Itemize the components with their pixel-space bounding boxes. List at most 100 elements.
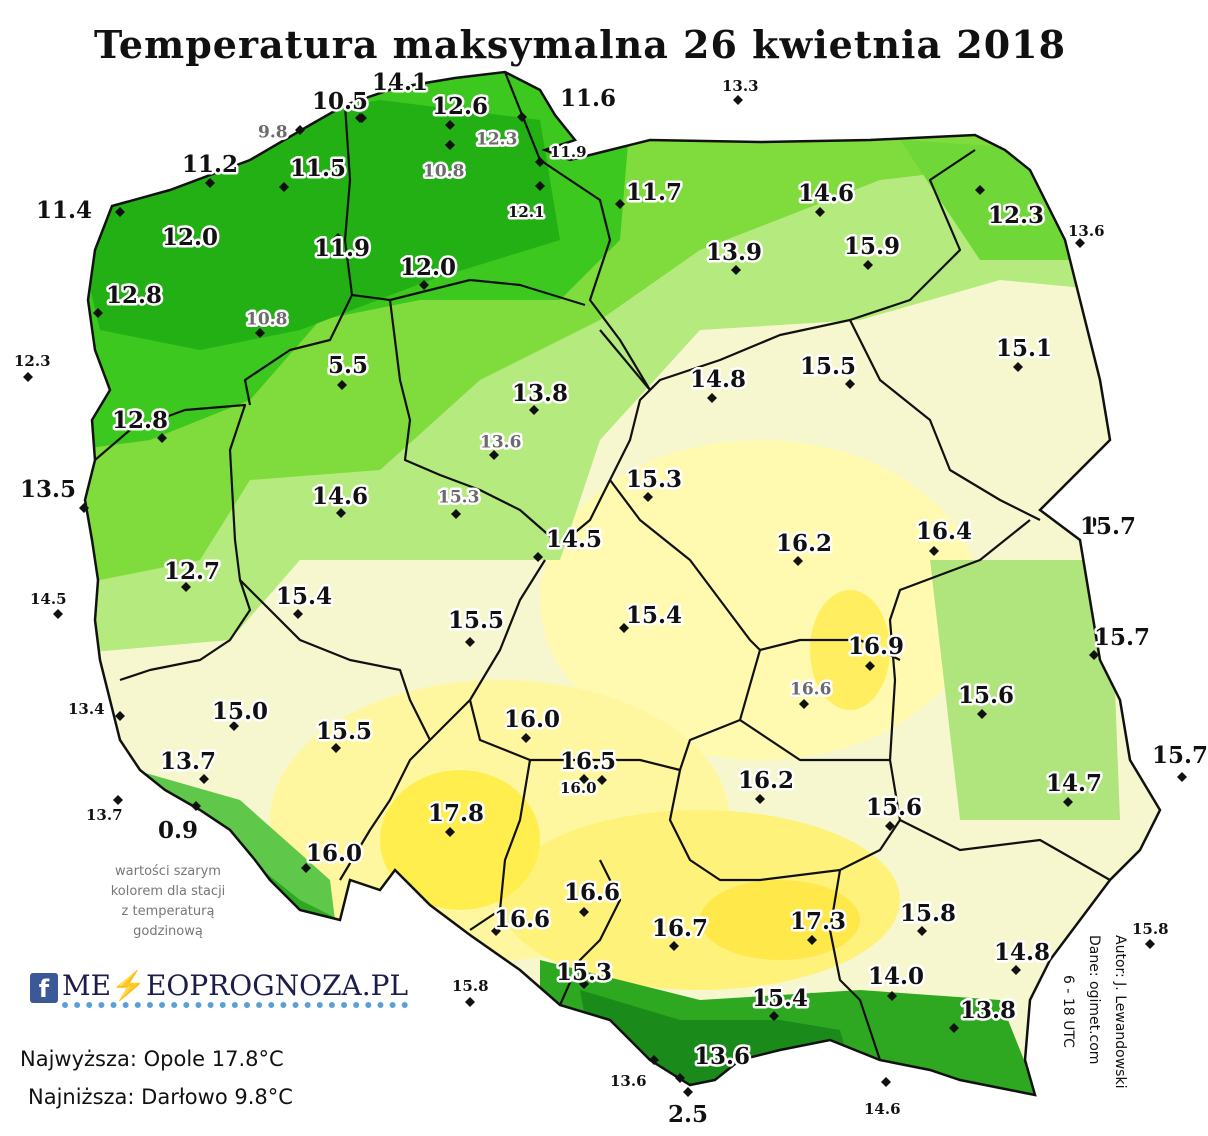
station-marker <box>755 794 765 804</box>
station: 12.3 <box>975 185 1047 232</box>
station-marker <box>331 743 341 753</box>
station-temperature-label: 16.0 <box>306 840 362 867</box>
station: 14.6 <box>862 1077 903 1121</box>
station-marker <box>93 308 103 318</box>
station: 15.0 <box>210 696 271 731</box>
station-marker <box>917 926 927 936</box>
station: 14.7 <box>1044 768 1105 807</box>
credit-time-range: 6 - 18 UTC <box>1060 975 1076 1048</box>
station-marker <box>619 623 629 633</box>
station: 16.7 <box>650 913 711 951</box>
station: 10.8 <box>421 140 467 184</box>
station-marker <box>23 372 33 382</box>
station-temperature-label: 13.6 <box>694 1043 750 1070</box>
station-marker <box>191 801 201 811</box>
station: 15.6 <box>864 792 925 831</box>
station-temperature-label: 12.0 <box>162 224 218 251</box>
station-layer: 14.110.5 12.6 11.6 13.3 9.8 12.3 11.9 11.2 11.5 1… <box>12 67 1208 1131</box>
station: 16.5 <box>558 746 619 784</box>
station-temperature-label: 15.8 <box>1132 920 1169 938</box>
station: 15.7 <box>1078 511 1139 543</box>
station-temperature-label: 15.5 <box>316 718 372 745</box>
station-temperature-label: 15.3 <box>626 466 682 493</box>
station-marker <box>1063 797 1073 807</box>
station-marker <box>419 280 429 290</box>
station: 16.0 <box>301 838 365 873</box>
station: 14.1 <box>357 67 431 123</box>
site-logo[interactable]: f ME⚡EOPROGNOZA.PL <box>30 968 409 1008</box>
station: 16.4 <box>914 516 975 556</box>
station-marker <box>445 827 455 837</box>
station-temperature-label: 16.6 <box>494 906 550 933</box>
station-marker <box>279 182 289 192</box>
station: 12.3 <box>12 350 53 382</box>
station-temperature-label: 13.5 <box>20 476 76 503</box>
station-temperature-label: 16.2 <box>738 767 794 794</box>
station: 16.6 <box>562 877 623 917</box>
station-temperature-label: 16.6 <box>564 879 620 906</box>
station-marker <box>845 379 855 389</box>
station-temperature-label: 15.9 <box>844 233 900 260</box>
station-temperature-label: 13.6 <box>610 1072 647 1090</box>
station: 13.3 <box>720 75 761 105</box>
station: 16.2 <box>774 528 835 566</box>
station-temperature-label: 15.3 <box>438 488 479 508</box>
station-temperature-label: 16.0 <box>504 706 560 733</box>
station-temperature-label: 10.8 <box>423 162 464 182</box>
station-marker <box>731 265 741 275</box>
station-temperature-label: 14.5 <box>30 590 67 608</box>
station-marker <box>683 1087 693 1097</box>
station-marker <box>1013 362 1023 372</box>
station: 14.8 <box>992 937 1053 975</box>
station: 9.8 <box>256 120 305 145</box>
station-temperature-label: 13.7 <box>160 748 216 775</box>
station-marker <box>521 733 531 743</box>
station-marker <box>597 775 607 785</box>
station: 11.7 <box>615 177 685 209</box>
station-temperature-label: 0.9 <box>158 817 198 844</box>
station-temperature-label: 14.0 <box>868 963 924 990</box>
station: 13.7 <box>84 795 125 827</box>
station-marker <box>529 405 539 415</box>
station-temperature-label: 16.0 <box>560 779 597 797</box>
station-marker <box>799 699 809 709</box>
station-marker <box>336 508 346 518</box>
station-temperature-label: 16.5 <box>560 748 616 775</box>
station-marker <box>949 1023 959 1033</box>
station: 12.7 <box>162 556 223 592</box>
legend-note-line: godzinową <box>133 924 203 939</box>
facebook-icon[interactable]: f <box>30 973 58 1003</box>
station: 16.9 <box>846 631 907 671</box>
station-marker <box>1011 965 1021 975</box>
station-temperature-label: 13.6 <box>480 433 521 453</box>
station-marker <box>669 941 679 951</box>
station-marker <box>643 492 653 502</box>
station-marker <box>337 380 347 390</box>
station-temperature-label: 5.5 <box>328 352 368 379</box>
station: 13.5 <box>18 474 89 513</box>
station-marker <box>649 1055 659 1065</box>
station: 14.5 <box>533 524 605 562</box>
station: 13.6 <box>675 1041 753 1083</box>
station: 12.6 <box>430 91 491 130</box>
station-temperature-label: 10.8 <box>246 310 287 330</box>
lowest-temperature: Najniższa: Darłowo 9.8°C <box>28 1085 293 1109</box>
station-temperature-label: 9.8 <box>258 123 288 143</box>
station-temperature-label: 11.2 <box>182 151 238 178</box>
station-marker <box>115 711 125 721</box>
station-marker <box>1177 772 1187 782</box>
station-temperature-label: 13.8 <box>960 997 1016 1024</box>
highest-temperature: Najwyższa: Opole 17.8°C <box>20 1047 284 1071</box>
station-marker <box>445 140 455 150</box>
station: 17.3 <box>788 906 849 945</box>
station: 14.0 <box>866 961 927 1001</box>
station-marker <box>489 450 499 460</box>
station-temperature-label: 11.4 <box>36 197 92 224</box>
station: 16.6 <box>491 904 553 936</box>
station-temperature-label: 10.5 <box>312 88 368 115</box>
station-temperature-label: 16.7 <box>652 915 708 942</box>
station-marker <box>815 207 825 217</box>
station-marker <box>1089 517 1099 527</box>
station-marker <box>255 328 265 338</box>
station-temperature-label: 11.6 <box>560 85 616 112</box>
